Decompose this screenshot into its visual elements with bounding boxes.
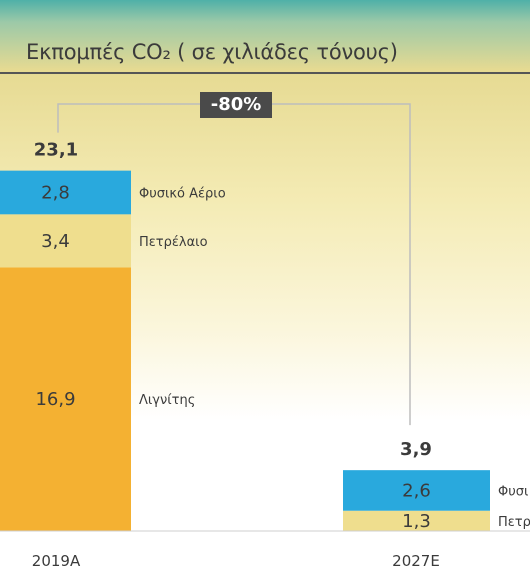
chart-title: Εκπομπές CO₂ ( σε χιλιάδες τόνους) [26,40,398,64]
x-tick-label-2019A: 2019A [32,552,81,570]
data-label-2027E-2: 2,6 [402,480,431,501]
series-name-2027E-1: Πετρ [498,515,530,530]
series-name-2: Φυσικό Αέριο [139,186,226,201]
series-name-1: Πετρέλαιο [139,235,208,250]
change-badge: -80% [200,92,272,118]
bar-segment-2027E-1 [343,510,490,531]
data-label-2027E-1: 1,3 [402,511,431,532]
bar-segment-2019A-2 [0,170,131,215]
data-label-2019A-0: 16,9 [35,389,75,410]
total-label-2027E: 3,9 [400,439,432,460]
data-label-2019A-2: 2,8 [41,182,70,203]
x-tick-label-2027E: 2027E [392,552,440,570]
title-divider [0,72,530,74]
bar-segment-2027E-2 [343,470,490,511]
data-label-2019A-1: 3,4 [41,231,70,252]
series-name-0: Λιγνίτης [139,393,195,408]
total-label-2019A: 23,1 [34,140,78,161]
series-name-2027E-2: Φυσι [498,484,528,499]
bar-segment-2019A-1 [0,214,131,268]
bar-segment-2019A-0 [0,267,131,531]
